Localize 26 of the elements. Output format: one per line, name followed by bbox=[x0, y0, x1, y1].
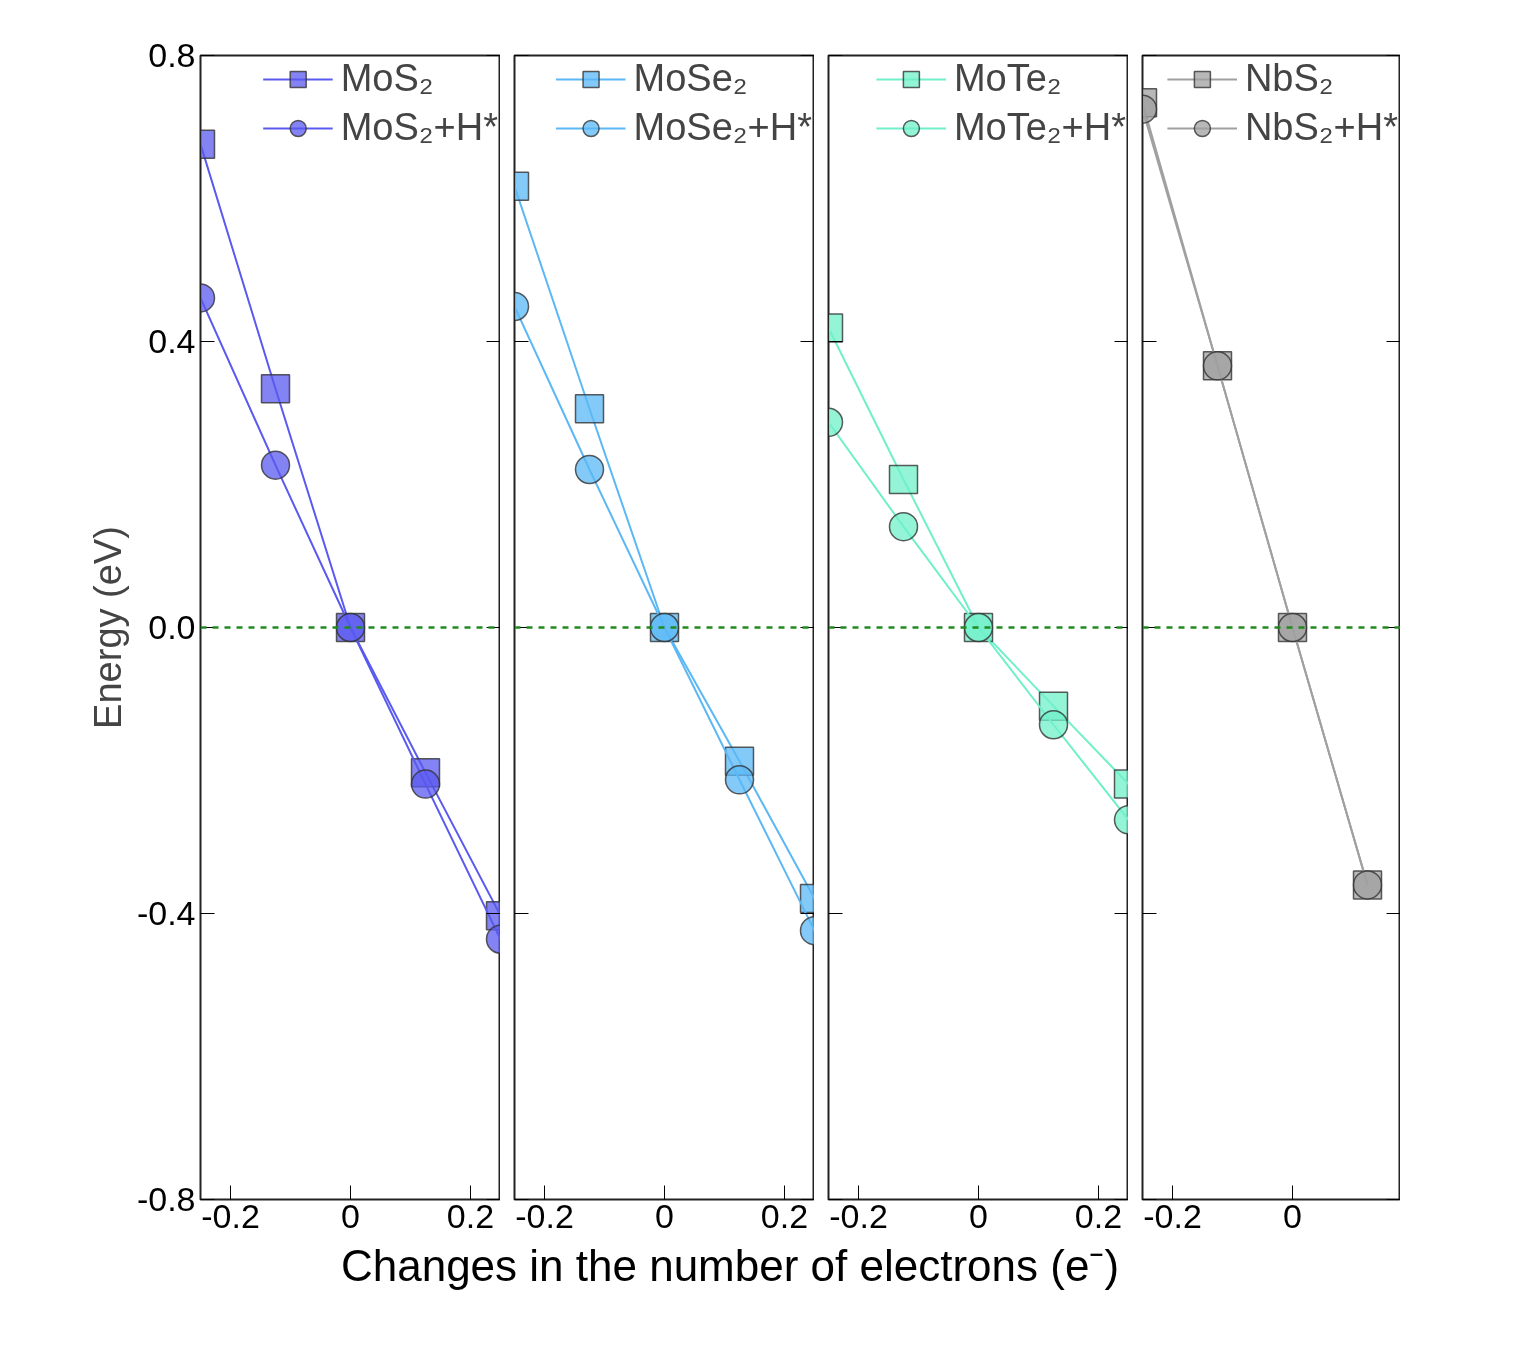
legend-label: MoTe₂ bbox=[953, 57, 1062, 100]
y-axis-title: Energy (eV) bbox=[86, 526, 129, 729]
legend-label: MoSe₂ bbox=[633, 57, 748, 100]
x-tick-label: -0.2 bbox=[829, 1196, 888, 1235]
y-tick-label: -0.8 bbox=[136, 1180, 196, 1218]
x-tick-label: 0 bbox=[969, 1196, 988, 1235]
x-tick-label: -0.2 bbox=[1143, 1196, 1202, 1235]
legend-label: NbS₂+H* bbox=[1244, 106, 1398, 149]
x-tick-label: 0.2 bbox=[1074, 1196, 1123, 1235]
x-axis-title: Changes in the number of electrons (e⁻) bbox=[340, 1240, 1120, 1292]
legend-label: MoS₂ bbox=[340, 57, 434, 100]
x-tick-label: 0 bbox=[341, 1196, 360, 1235]
x-tick-label: -0.2 bbox=[515, 1196, 574, 1235]
x-tick-label: 0 bbox=[655, 1196, 674, 1235]
y-tick-label: 0.4 bbox=[148, 322, 196, 360]
x-tick-label: -0.2 bbox=[201, 1196, 260, 1235]
x-tick-label: 0 bbox=[1283, 1196, 1302, 1235]
legend-label: NbS₂ bbox=[1244, 57, 1334, 100]
y-tick-label: -0.4 bbox=[136, 894, 196, 932]
legend-label: MoSe₂+H* bbox=[633, 106, 812, 149]
y-tick-label: 0.8 bbox=[148, 36, 196, 74]
legend-label: MoTe₂+H* bbox=[953, 106, 1126, 149]
x-tick-label: 0.2 bbox=[446, 1196, 495, 1235]
y-tick-label: 0.0 bbox=[148, 608, 196, 646]
legend-label: MoS₂+H* bbox=[340, 106, 498, 149]
x-tick-label: 0.2 bbox=[760, 1196, 809, 1235]
